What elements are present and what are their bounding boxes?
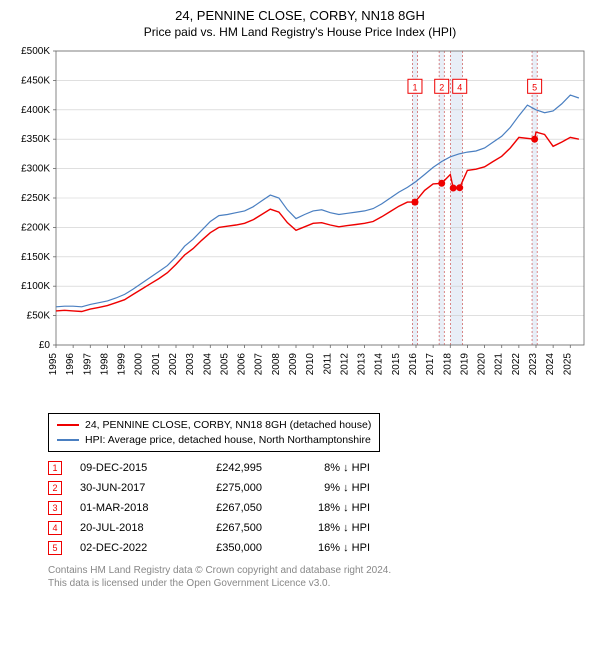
transaction-date: 20-JUL-2018	[80, 522, 174, 534]
svg-text:2003: 2003	[185, 353, 196, 376]
svg-text:£100K: £100K	[21, 281, 50, 292]
svg-text:1995: 1995	[48, 353, 59, 376]
legend-row-property: 24, PENNINE CLOSE, CORBY, NN18 8GH (deta…	[57, 418, 371, 433]
chart-subtitle: Price paid vs. HM Land Registry's House …	[10, 25, 590, 39]
svg-text:4: 4	[457, 82, 462, 92]
svg-text:2005: 2005	[219, 353, 230, 376]
transaction-price: £275,000	[192, 482, 262, 494]
svg-text:2009: 2009	[288, 353, 299, 376]
svg-text:£0: £0	[39, 340, 51, 351]
legend-row-hpi: HPI: Average price, detached house, Nort…	[57, 433, 371, 448]
transaction-diff: 8% ↓ HPI	[280, 462, 370, 474]
svg-text:2008: 2008	[271, 353, 282, 376]
transaction-row: 2 30-JUN-2017 £275,000 9% ↓ HPI	[48, 478, 590, 498]
svg-text:2016: 2016	[408, 353, 419, 376]
transaction-date: 01-MAR-2018	[80, 502, 174, 514]
footnote-line1: Contains HM Land Registry data © Crown c…	[48, 564, 580, 577]
transaction-row: 4 20-JUL-2018 £267,500 18% ↓ HPI	[48, 518, 590, 538]
svg-text:2023: 2023	[528, 353, 539, 376]
transaction-diff: 16% ↓ HPI	[280, 542, 370, 554]
footnote-line2: This data is licensed under the Open Gov…	[48, 577, 580, 590]
legend: 24, PENNINE CLOSE, CORBY, NN18 8GH (deta…	[48, 413, 380, 452]
svg-text:2020: 2020	[477, 353, 488, 376]
svg-text:2019: 2019	[459, 353, 470, 376]
svg-text:2018: 2018	[442, 353, 453, 376]
svg-text:£400K: £400K	[21, 105, 50, 116]
legend-label-hpi: HPI: Average price, detached house, Nort…	[85, 433, 371, 448]
svg-text:£450K: £450K	[21, 75, 50, 86]
transaction-diff: 9% ↓ HPI	[280, 482, 370, 494]
transaction-date: 09-DEC-2015	[80, 462, 174, 474]
legend-swatch-hpi	[57, 439, 79, 441]
transaction-index-icon: 4	[48, 521, 62, 535]
svg-text:5: 5	[532, 82, 537, 92]
line-chart-svg: £0 £50K £100K £150K £200K £250K £300K £350K £400…	[10, 45, 590, 405]
transaction-date: 30-JUN-2017	[80, 482, 174, 494]
svg-text:2001: 2001	[151, 353, 162, 376]
legend-label-property: 24, PENNINE CLOSE, CORBY, NN18 8GH (deta…	[85, 418, 371, 433]
svg-text:£150K: £150K	[21, 252, 50, 263]
transaction-date: 02-DEC-2022	[80, 542, 174, 554]
svg-text:1998: 1998	[99, 353, 110, 376]
svg-text:2021: 2021	[494, 353, 505, 376]
transaction-price: £267,500	[192, 522, 262, 534]
svg-text:2004: 2004	[202, 353, 213, 376]
chart-title-block: 24, PENNINE CLOSE, CORBY, NN18 8GH Price…	[10, 8, 590, 39]
transaction-row: 5 02-DEC-2022 £350,000 16% ↓ HPI	[48, 538, 590, 558]
transaction-price: £350,000	[192, 542, 262, 554]
svg-text:£200K: £200K	[21, 222, 50, 233]
svg-text:2010: 2010	[305, 353, 316, 376]
svg-text:2017: 2017	[425, 353, 436, 376]
svg-text:2: 2	[439, 82, 444, 92]
svg-text:£50K: £50K	[27, 311, 51, 322]
chart-title: 24, PENNINE CLOSE, CORBY, NN18 8GH	[10, 8, 590, 23]
svg-text:2022: 2022	[511, 353, 522, 376]
svg-text:2015: 2015	[391, 353, 402, 376]
transaction-price: £242,995	[192, 462, 262, 474]
transaction-diff: 18% ↓ HPI	[280, 522, 370, 534]
legend-swatch-property	[57, 424, 79, 426]
transaction-diff: 18% ↓ HPI	[280, 502, 370, 514]
transaction-row: 3 01-MAR-2018 £267,050 18% ↓ HPI	[48, 498, 590, 518]
svg-text:2000: 2000	[134, 353, 145, 376]
footnote: Contains HM Land Registry data © Crown c…	[48, 564, 580, 590]
transaction-index-icon: 2	[48, 481, 62, 495]
svg-text:1999: 1999	[117, 353, 128, 376]
svg-text:1997: 1997	[82, 353, 93, 376]
transaction-index-icon: 3	[48, 501, 62, 515]
svg-text:1996: 1996	[65, 353, 76, 376]
transactions-table: 1 09-DEC-2015 £242,995 8% ↓ HPI 2 30-JUN-2017…	[48, 458, 590, 558]
chart-area: £0 £50K £100K £150K £200K £250K £300K £350K £400…	[10, 45, 590, 405]
svg-text:2011: 2011	[322, 353, 333, 375]
svg-text:2002: 2002	[168, 353, 179, 376]
transaction-index-icon: 1	[48, 461, 62, 475]
transaction-price: £267,050	[192, 502, 262, 514]
svg-text:2007: 2007	[254, 353, 265, 376]
svg-text:1: 1	[412, 82, 417, 92]
svg-text:£250K: £250K	[21, 193, 50, 204]
transaction-index-icon: 5	[48, 541, 62, 555]
svg-text:2025: 2025	[562, 353, 573, 376]
svg-text:£500K: £500K	[21, 46, 50, 57]
svg-text:2014: 2014	[374, 353, 385, 376]
svg-text:£300K: £300K	[21, 164, 50, 175]
svg-text:2012: 2012	[339, 353, 350, 376]
svg-text:2013: 2013	[357, 353, 368, 376]
transaction-row: 1 09-DEC-2015 £242,995 8% ↓ HPI	[48, 458, 590, 478]
svg-text:2024: 2024	[545, 353, 556, 376]
svg-text:£350K: £350K	[21, 134, 50, 145]
svg-text:2006: 2006	[237, 353, 248, 376]
